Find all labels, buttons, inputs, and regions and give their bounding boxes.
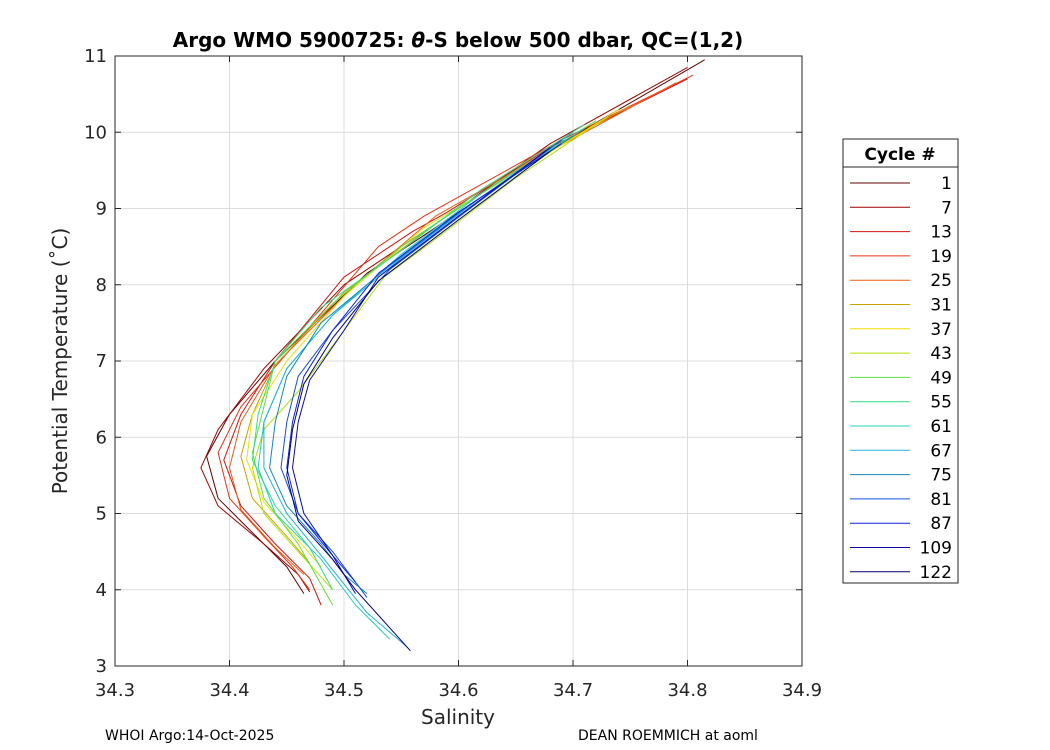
legend-label-cycle-13: 13: [930, 223, 952, 243]
legend-entries: 1 7 13 19 25 31 37 43 49 55 61 67 75 81 87 109 122: [850, 174, 952, 583]
series-line-cycle-19: [217, 74, 694, 591]
legend-label-cycle-75: 75: [930, 466, 952, 486]
y-tick-label: 6: [96, 427, 107, 448]
footer-left: WHOI Argo:14-Oct-2025: [105, 728, 274, 744]
legend-label-cycle-122: 122: [920, 563, 952, 583]
y-tick-label: 4: [96, 580, 107, 601]
legend-label-cycle-109: 109: [920, 539, 952, 559]
tick-group: 34.3 34.4 34.5 34.6 34.7 34.8 34.9 3 4 5 6 7 8 9 10 11: [84, 46, 822, 701]
legend-label-cycle-37: 37: [930, 320, 952, 340]
legend-label-cycle-67: 67: [930, 441, 952, 461]
legend-title: Cycle #: [864, 145, 935, 165]
x-tick-label: 34.7: [553, 680, 593, 701]
x-tick-label: 34.9: [782, 680, 822, 701]
series-line-cycle-122: [286, 150, 551, 652]
x-axis-label: Salinity: [421, 705, 495, 729]
legend-label-cycle-19: 19: [930, 247, 952, 267]
series-line-cycle-55: [251, 124, 585, 591]
series-line-cycle-67: [263, 131, 574, 648]
legend-label-cycle-81: 81: [930, 490, 952, 510]
x-tick-label: 34.8: [667, 680, 707, 701]
y-tick-label: 8: [96, 275, 107, 296]
legend-label-cycle-61: 61: [930, 417, 952, 437]
x-tick-label: 34.5: [324, 680, 364, 701]
y-tick-label: 3: [96, 656, 107, 677]
series-group: [200, 59, 705, 652]
series-line-cycle-43: [251, 116, 608, 591]
x-tick-label: 34.6: [438, 680, 478, 701]
series-line-cycle-75: [269, 135, 574, 594]
y-tick-label: 11: [84, 46, 107, 67]
series-line-cycle-81: [280, 139, 562, 598]
x-tick-label: 34.4: [209, 680, 249, 701]
y-tick-label: 5: [96, 504, 107, 525]
legend-label-cycle-1: 1: [941, 174, 952, 194]
legend-label-cycle-31: 31: [930, 296, 952, 316]
legend-label-cycle-25: 25: [930, 271, 952, 291]
series-line-cycle-13: [223, 78, 688, 606]
legend-label-cycle-55: 55: [930, 393, 952, 413]
x-tick-label: 34.3: [95, 680, 135, 701]
y-tick-label: 7: [96, 351, 107, 372]
legend-label-cycle-49: 49: [930, 368, 952, 388]
legend-label-cycle-43: 43: [930, 344, 952, 364]
series-line-cycle-25: [229, 82, 677, 575]
legend-label-cycle-87: 87: [930, 514, 952, 534]
legend-box: [842, 138, 959, 584]
chart-title: Argo WMO 5900725: θ-S below 500 dbar, QC…: [173, 28, 743, 52]
y-tick-label: 9: [96, 199, 107, 220]
legend-label-cycle-7: 7: [941, 198, 952, 218]
legend: Cycle # 17131925313743495561677581871091…: [842, 138, 959, 584]
footer-right: DEAN ROEMMICH at aoml: [578, 728, 758, 744]
series-line-cycle-109: [292, 147, 551, 594]
series-line-cycle-7: [200, 66, 688, 593]
series-line-cycle-87: [286, 143, 562, 583]
y-axis-label: Potential Temperature (˚C): [48, 228, 72, 495]
y-tick-label: 10: [84, 122, 107, 143]
